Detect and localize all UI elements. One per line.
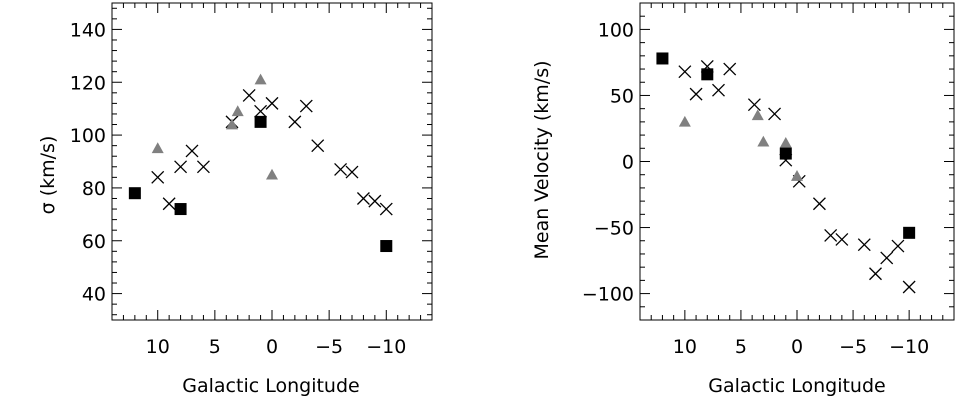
mean-velocity-panel-triangle-point <box>791 170 803 181</box>
mean-velocity-panel-cross-point <box>869 267 882 281</box>
mean-velocity-panel: Galactic Longitude Mean Velocity (km/s) … <box>531 2 955 397</box>
sigma-panel-xtick-label: −10 <box>366 336 406 358</box>
sigma-panel-cross-point <box>379 202 393 216</box>
sigma-panel-ytick-label: 140 <box>70 19 106 41</box>
sigma-panel-xtick-label: 0 <box>266 336 278 358</box>
sigma-panel-triangle-point <box>254 73 267 85</box>
sigma-panel-ytick-label: 120 <box>70 72 106 94</box>
sigma-panel-cross-point <box>162 197 176 211</box>
sigma-panel-cross-point <box>242 88 256 102</box>
sigma-panel-xtick-label: 5 <box>209 336 221 358</box>
mean-velocity-panel-cross-point <box>835 232 849 246</box>
sigma-panel-cross-point <box>265 96 279 110</box>
mean-velocity-panel-cross-point <box>747 98 761 112</box>
mean-velocity-panel-triangle-point <box>779 137 792 148</box>
mean-velocity-panel-cross-point <box>723 62 737 76</box>
mean-velocity-panel-cross-point <box>812 197 826 211</box>
mean-velocity-panel-cross-point <box>768 107 782 121</box>
sigma-panel-ylabel: σ (km/s) <box>37 136 59 215</box>
mean-velocity-panel-triangle-point <box>751 109 764 121</box>
mean-velocity-panel-square-point <box>656 52 669 65</box>
mean-velocity-panel-ytick-label: −100 <box>582 284 634 306</box>
sigma-panel-cross-point <box>288 115 302 129</box>
mean-velocity-panel-cross-point <box>824 229 838 242</box>
sigma-panel-square-point <box>380 240 393 253</box>
sigma-panel-xtick-label: 10 <box>146 336 170 358</box>
sigma-panel-square-point <box>174 203 187 216</box>
sigma-panel-ytick-label: 40 <box>82 284 106 306</box>
mean-velocity-panel-xtick-label: −5 <box>839 336 867 358</box>
mean-velocity-panel-square-point <box>903 226 916 239</box>
sigma-panel-triangle-point <box>266 168 278 180</box>
mean-velocity-panel-cross-point <box>880 251 894 265</box>
mean-velocity-panel-square-point <box>779 147 792 160</box>
mean-velocity-panel-frame <box>639 2 955 321</box>
sigma-panel-triangle-point <box>151 142 164 154</box>
mean-velocity-panel-triangle-point <box>757 135 770 147</box>
sigma-panel-ytick-label: 80 <box>82 178 106 200</box>
sigma-panel-cross-point <box>356 192 370 205</box>
mean-velocity-panel-xtick-label: −10 <box>889 336 929 358</box>
mean-velocity-panel-ytick-label: 50 <box>610 85 634 107</box>
sigma-panel-cross-point <box>311 139 325 153</box>
sigma-panel-ytick-label: 60 <box>82 231 106 253</box>
mean-velocity-panel-cross-point <box>891 239 905 253</box>
mean-velocity-panel-ytick-label: 0 <box>622 152 634 174</box>
sigma-panel-xlabel: Galactic Longitude <box>182 375 359 397</box>
mean-velocity-panel-cross-point <box>857 238 871 252</box>
mean-velocity-panel-cross-point <box>902 280 916 294</box>
sigma-panel-xtick-label: −5 <box>315 336 343 358</box>
sigma-panel-cross-point <box>334 162 348 176</box>
mean-velocity-panel-ylabel: Mean Velocity (km/s) <box>531 60 553 259</box>
mean-velocity-panel-xtick-label: 10 <box>673 336 697 358</box>
sigma-panel-frame <box>111 2 433 321</box>
sigma-panel-square-point <box>254 115 267 128</box>
sigma-panel-cross-point <box>185 144 199 158</box>
mean-velocity-panel-square-point <box>701 68 714 81</box>
mean-velocity-panel-ytick-label: −50 <box>594 218 634 240</box>
sigma-panel-cross-point <box>368 194 382 208</box>
mean-velocity-panel-cross-point <box>678 65 692 79</box>
mean-velocity-panel-cross-point <box>689 87 703 101</box>
sigma-panel-cross-point <box>254 104 268 118</box>
sigma-panel-cross-point <box>151 170 165 184</box>
sigma-panel-triangle-point <box>231 105 244 117</box>
sigma-panel-cross-point <box>196 160 210 174</box>
mean-velocity-panel-ytick-label: 100 <box>598 19 634 41</box>
sigma-panel-triangle-point <box>226 118 238 130</box>
mean-velocity-panel-xlabel: Galactic Longitude <box>708 375 885 397</box>
mean-velocity-panel-triangle-point <box>678 115 691 127</box>
mean-velocity-panel-xtick-label: 5 <box>735 336 747 358</box>
mean-velocity-panel-cross-point <box>712 83 725 97</box>
sigma-panel-cross-point <box>345 165 359 179</box>
sigma-panel-ytick-label: 100 <box>70 125 106 147</box>
mean-velocity-panel-xtick-label: 0 <box>791 336 803 358</box>
sigma-panel: Galactic Longitude σ (km/s) 10 5 0 −5 −10 40 6… <box>37 2 433 397</box>
sigma-panel-square-point <box>128 187 141 200</box>
sigma-panel-cross-point <box>174 160 188 174</box>
sigma-panel-cross-point <box>299 99 313 113</box>
